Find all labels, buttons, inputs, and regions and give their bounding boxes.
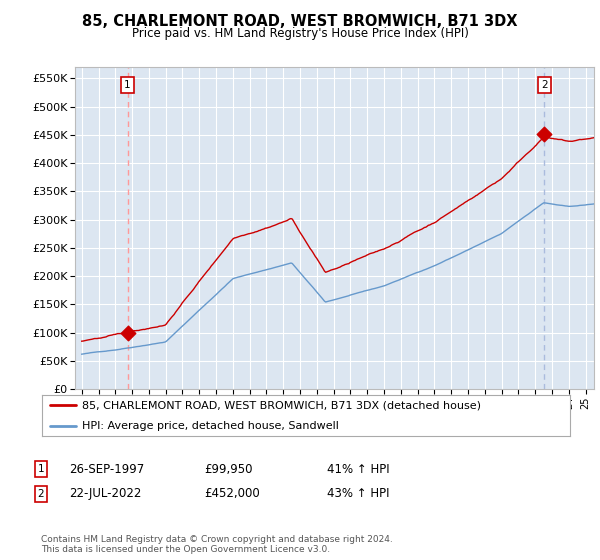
Text: 1: 1 (37, 464, 44, 474)
Text: 2: 2 (541, 80, 548, 90)
Text: 85, CHARLEMONT ROAD, WEST BROMWICH, B71 3DX (detached house): 85, CHARLEMONT ROAD, WEST BROMWICH, B71 … (82, 400, 481, 410)
Text: HPI: Average price, detached house, Sandwell: HPI: Average price, detached house, Sand… (82, 421, 338, 431)
Text: £99,950: £99,950 (204, 463, 253, 476)
Text: £452,000: £452,000 (204, 487, 260, 501)
Text: Price paid vs. HM Land Registry's House Price Index (HPI): Price paid vs. HM Land Registry's House … (131, 27, 469, 40)
Text: 22-JUL-2022: 22-JUL-2022 (69, 487, 142, 501)
Text: 41% ↑ HPI: 41% ↑ HPI (327, 463, 389, 476)
Text: 1: 1 (124, 80, 131, 90)
Point (123, 328, 133, 337)
Text: Contains HM Land Registry data © Crown copyright and database right 2024.
This d: Contains HM Land Registry data © Crown c… (41, 535, 392, 554)
Text: 2: 2 (37, 489, 44, 499)
Text: 85, CHARLEMONT ROAD, WEST BROMWICH, B71 3DX: 85, CHARLEMONT ROAD, WEST BROMWICH, B71 … (82, 14, 518, 29)
Text: 26-SEP-1997: 26-SEP-1997 (69, 463, 144, 476)
Text: 43% ↑ HPI: 43% ↑ HPI (327, 487, 389, 501)
Point (539, 129, 549, 138)
